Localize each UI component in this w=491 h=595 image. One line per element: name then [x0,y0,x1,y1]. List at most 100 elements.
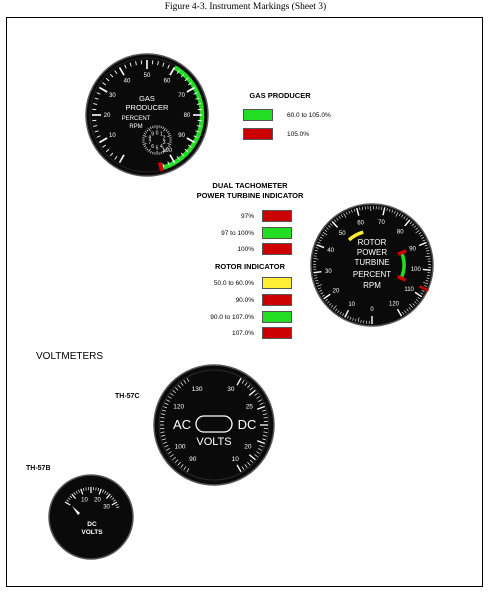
ac-tick [161,409,167,412]
th57c-ac-scale: 90 100 120 130 [173,386,203,463]
tick [425,247,429,249]
ac-tick [186,378,190,382]
dc-tick [256,396,260,399]
th57c-volts-label: VOLTS [196,436,231,448]
dc-tick [241,380,245,384]
legend-label: 60.0 to 105.0% [287,112,331,119]
sub-tick [166,131,169,133]
tick [352,317,354,321]
tick [98,137,108,144]
gas-producer-label-percent: PERCENT [122,116,151,122]
dc-tick [257,448,262,451]
outer-label-80: 80 [184,113,191,119]
gas-producer-legend-row: 60.0 to 105.0% [243,109,363,123]
ac-tick [161,435,166,437]
dc-tick [261,438,267,441]
sub-tick [152,126,154,129]
tick [398,213,401,217]
tick [102,489,104,493]
sub-tick [163,148,166,152]
sub-tick [150,150,152,154]
tick [187,82,192,86]
ac-tick [168,451,172,454]
tick [111,497,115,500]
tick [349,316,352,320]
tick [319,289,323,292]
rotor-legend-row: 90.0 to 107.0% [180,311,292,325]
gas-producer-bezel [85,53,209,177]
dc-tick [262,435,267,437]
dc-label-30: 30 [227,386,235,393]
tick [353,208,356,212]
tick [105,148,110,153]
sub-tick [152,151,154,154]
th57c-dc-label: DC [238,417,257,432]
dc-tick [254,454,258,458]
tick [415,229,420,234]
tick [66,499,70,502]
dc-tick [257,440,265,445]
dual-tach-label-turbine: TURBINE [354,258,389,267]
dc-label-25: 25 [246,404,254,411]
dual-tach-bezel [310,203,434,327]
tick [129,62,132,67]
red-swatch [262,243,292,255]
tick [184,148,189,153]
tick [327,225,331,228]
dc-tick [254,392,258,396]
tick [93,103,98,105]
tick [180,152,185,157]
tick [386,207,388,212]
tick [391,209,394,213]
tick [96,135,101,138]
tick [78,489,80,493]
tick [330,305,334,308]
tick [425,255,431,258]
sub-tick [165,148,168,151]
ac-tick [166,448,171,451]
tick [328,303,332,306]
tick [315,247,319,249]
ac-label-120: 120 [173,404,184,411]
tick [112,499,116,502]
dc-tick [261,409,267,412]
tick [360,319,362,323]
legend-label: 90.0 to 107.0% [210,314,254,321]
gas-producer-red-line [157,161,164,172]
tick [422,239,426,242]
tick [98,86,108,93]
sub-tick [162,126,164,130]
ac-tick [177,384,181,389]
ac-tick [174,387,179,391]
sub-tick [143,145,147,147]
dc-tick [259,445,264,448]
legend-label: 97% [240,213,254,220]
tick [325,299,328,302]
tick [335,308,338,312]
dc-tick [257,405,265,410]
dual-tach-legend-row: 97% [180,210,292,224]
outer-label-40: 40 [124,79,131,85]
th57b-ticks [64,487,120,509]
dc-tick [236,377,242,386]
ac-label-90: 90 [189,456,197,463]
tick [322,231,328,236]
ac-tick [163,441,168,444]
tick [347,315,349,319]
th57c-voltmeter: 90 100 120 130 10 20 25 30 AC DC VOLTS [153,364,275,486]
scale-label-50: 50 [339,231,346,237]
outer-label-10: 10 [109,133,116,139]
sub-tick [160,126,162,129]
dc-tick [256,451,260,454]
tick [321,294,325,297]
tick [342,313,345,317]
ac-tick [180,382,184,386]
ac-tick [163,406,168,409]
tick [395,211,399,217]
tick [124,64,127,69]
tick [109,495,113,499]
tick [118,66,125,76]
tick [396,308,403,317]
tick [420,292,424,295]
outer-label-90: 90 [178,133,185,139]
